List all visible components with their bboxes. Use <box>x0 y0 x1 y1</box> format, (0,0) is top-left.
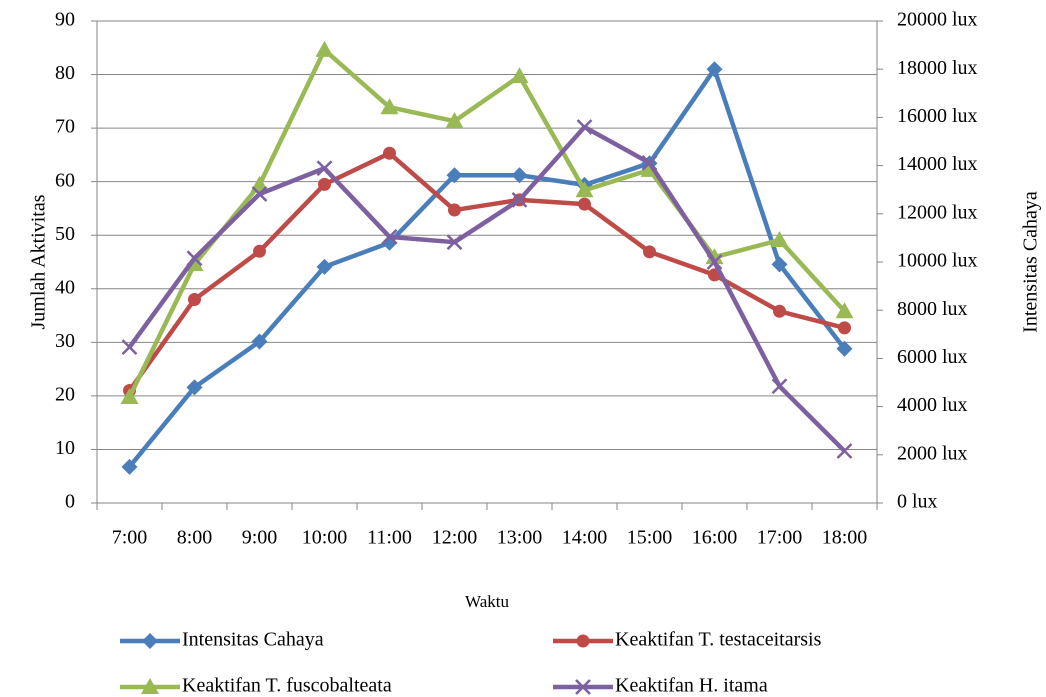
data-point <box>511 167 528 184</box>
data-point <box>771 256 788 273</box>
y2-tick-label: 18000 lux <box>897 57 978 79</box>
data-point <box>383 146 396 160</box>
y-tick-label: 70 <box>55 116 75 138</box>
x-tick-label: 15:00 <box>627 527 673 549</box>
y-tick-label: 60 <box>55 169 75 191</box>
series-line <box>127 124 847 453</box>
x-tick-label: 11:00 <box>367 527 412 549</box>
data-point <box>643 245 656 259</box>
data-point <box>315 40 334 57</box>
y2-tick-label: 8000 lux <box>897 298 968 320</box>
series-line <box>127 47 847 398</box>
data-point <box>120 387 139 404</box>
data-point <box>186 250 203 267</box>
x-tick-label: 14:00 <box>562 527 608 549</box>
data-point <box>316 160 333 177</box>
x-tick-label: 12:00 <box>432 527 478 549</box>
y-tick-label: 90 <box>55 9 75 31</box>
legend-marker <box>576 634 590 648</box>
data-point <box>445 112 464 129</box>
data-point <box>253 244 266 258</box>
data-point <box>836 340 853 357</box>
data-point <box>446 167 463 184</box>
y-tick-label: 10 <box>55 437 75 459</box>
data-point <box>575 181 594 198</box>
legend-label: Keaktifan T. testaceitarsis <box>615 629 822 651</box>
y-tick-label: 40 <box>55 276 75 298</box>
y-tick-label: 20 <box>55 383 75 405</box>
data-point <box>578 197 591 211</box>
data-point <box>773 304 786 318</box>
x-tick-label: 10:00 <box>302 527 348 549</box>
x-tick-label: 7:00 <box>112 527 148 549</box>
legend-label: Keaktifan T. fuscobalteata <box>182 675 392 697</box>
x-axis-title: Waktu <box>465 592 509 611</box>
data-point <box>511 191 528 208</box>
data-point <box>251 333 268 350</box>
data-point <box>121 458 138 475</box>
data-point <box>706 254 723 270</box>
data-point <box>318 177 331 191</box>
y-tick-label: 50 <box>55 223 75 245</box>
y2-tick-label: 0 lux <box>897 491 938 513</box>
y2-axis-title: Intensitas Cahaya <box>1020 191 1042 333</box>
data-point <box>446 234 463 251</box>
data-point <box>380 98 399 115</box>
x-tick-label: 13:00 <box>497 527 543 549</box>
data-point <box>188 292 201 306</box>
y2-tick-label: 12000 lux <box>897 201 978 223</box>
data-point <box>121 339 138 356</box>
data-point <box>251 186 268 202</box>
legend-label: Intensitas Cahaya <box>182 629 324 651</box>
data-point <box>706 61 723 78</box>
data-point <box>316 258 333 275</box>
y-tick-label: 30 <box>55 330 75 352</box>
data-point <box>836 443 853 459</box>
y2-tick-label: 6000 lux <box>897 346 968 368</box>
x-tick-label: 18:00 <box>822 527 868 549</box>
data-point <box>510 67 529 84</box>
data-point <box>771 378 788 395</box>
legend-marker <box>575 679 591 695</box>
series-line <box>127 66 847 469</box>
y-axis-title: Jumlah Aktivitas <box>28 194 50 329</box>
legend-label: Keaktifan H. itama <box>615 675 768 697</box>
y2-tick-label: 10000 lux <box>897 250 978 272</box>
y-tick-label: 0 <box>65 491 75 513</box>
y2-tick-label: 20000 lux <box>897 9 978 31</box>
data-point <box>641 155 658 171</box>
y-tick-label: 80 <box>55 62 75 84</box>
y2-tick-label: 2000 lux <box>897 442 968 464</box>
legend-marker <box>142 633 158 649</box>
data-point <box>576 119 593 135</box>
data-point <box>186 379 203 396</box>
y2-tick-label: 16000 lux <box>897 105 978 127</box>
data-point <box>770 231 789 248</box>
data-point <box>381 228 398 245</box>
x-tick-label: 17:00 <box>757 527 803 549</box>
x-tick-label: 9:00 <box>242 527 278 549</box>
data-point <box>835 302 854 319</box>
data-point <box>705 248 724 265</box>
x-tick-label: 16:00 <box>692 527 738 549</box>
legend-marker <box>141 678 159 694</box>
data-point <box>838 321 851 335</box>
x-tick-label: 8:00 <box>177 527 213 549</box>
data-point <box>448 203 461 217</box>
y2-tick-label: 4000 lux <box>897 394 968 416</box>
y2-tick-label: 14000 lux <box>897 153 978 175</box>
